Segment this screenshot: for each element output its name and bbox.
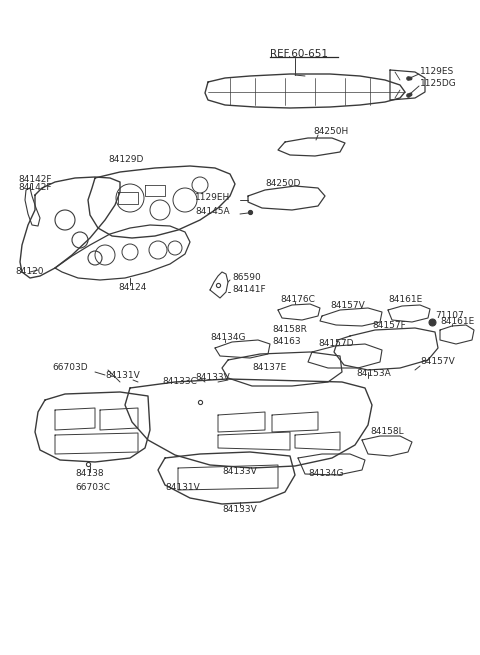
Text: 66703C: 66703C — [75, 483, 110, 493]
Text: 84250D: 84250D — [265, 179, 300, 187]
Text: 71107: 71107 — [435, 310, 464, 320]
Text: 84124: 84124 — [118, 284, 146, 293]
Text: 84133V: 84133V — [222, 468, 257, 476]
Text: 84158R: 84158R — [272, 326, 307, 335]
Text: 84161E: 84161E — [440, 318, 474, 326]
Text: 84157V: 84157V — [330, 301, 365, 310]
Text: 84133C: 84133C — [162, 377, 197, 386]
Text: 84138: 84138 — [75, 470, 104, 479]
Text: 66703D: 66703D — [52, 364, 88, 373]
Text: 84129D: 84129D — [108, 155, 144, 164]
Text: 84134G: 84134G — [308, 470, 344, 479]
Text: 84142F: 84142F — [18, 183, 51, 193]
Text: 84133V: 84133V — [195, 373, 230, 383]
Text: 84134G: 84134G — [210, 333, 245, 343]
Text: 84131V: 84131V — [105, 371, 140, 379]
Text: REF.60-651: REF.60-651 — [270, 49, 328, 59]
Text: 84161E: 84161E — [388, 295, 422, 305]
Text: 84141F: 84141F — [232, 286, 265, 295]
Text: 84157D: 84157D — [318, 339, 353, 348]
Text: 84250H: 84250H — [313, 128, 348, 136]
Text: 84153A: 84153A — [356, 369, 391, 379]
Text: 1125DG: 1125DG — [420, 79, 457, 88]
Text: 84131V: 84131V — [165, 483, 200, 493]
Text: 84157V: 84157V — [420, 358, 455, 367]
Text: 1129ES: 1129ES — [420, 67, 454, 77]
Text: 84176C: 84176C — [280, 295, 315, 305]
Text: 84142F: 84142F — [18, 176, 51, 185]
Text: 84158L: 84158L — [370, 428, 404, 436]
Text: 84163: 84163 — [272, 337, 300, 346]
Text: 84157F: 84157F — [372, 322, 406, 331]
Text: 84120: 84120 — [15, 267, 44, 276]
Text: 86590: 86590 — [232, 274, 261, 282]
Text: 84137E: 84137E — [252, 364, 286, 373]
Text: 84145A: 84145A — [195, 208, 229, 217]
Text: 1129EH: 1129EH — [195, 193, 230, 202]
Text: 84133V: 84133V — [222, 506, 257, 514]
